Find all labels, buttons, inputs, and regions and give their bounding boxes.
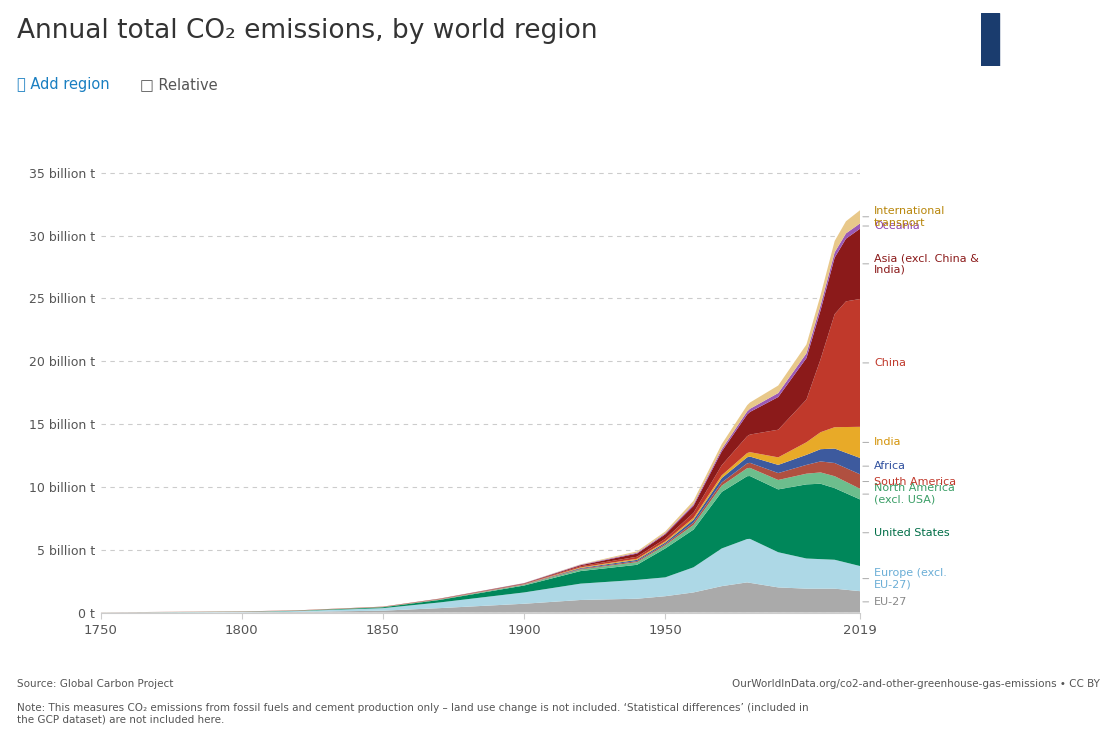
Text: Note: This measures CO₂ emissions from fossil fuels and cement production only –: Note: This measures CO₂ emissions from f…: [17, 703, 809, 724]
Text: International
transport: International transport: [862, 206, 946, 227]
Text: North America
(excl. USA): North America (excl. USA): [862, 483, 955, 505]
Text: China: China: [862, 358, 906, 368]
Text: Our World
in Data: Our World in Data: [1016, 22, 1083, 52]
Text: South America: South America: [862, 477, 956, 486]
Text: ➕ Add region: ➕ Add region: [17, 77, 109, 92]
Text: Africa: Africa: [862, 461, 906, 471]
Text: Annual total CO₂ emissions, by world region: Annual total CO₂ emissions, by world reg…: [17, 18, 598, 44]
Bar: [981, 13, 999, 66]
Text: □ Relative: □ Relative: [140, 77, 217, 92]
Text: Source: Global Carbon Project: Source: Global Carbon Project: [17, 679, 173, 689]
Text: India: India: [862, 438, 901, 447]
Text: Asia (excl. China &
India): Asia (excl. China & India): [862, 253, 980, 275]
Text: United States: United States: [862, 528, 949, 538]
Text: Oceania: Oceania: [862, 221, 920, 231]
Text: Europe (excl.
EU-27): Europe (excl. EU-27): [862, 568, 947, 590]
Text: EU-27: EU-27: [862, 597, 908, 607]
Text: OurWorldInData.org/co2-and-other-greenhouse-gas-emissions • CC BY: OurWorldInData.org/co2-and-other-greenho…: [733, 679, 1100, 689]
